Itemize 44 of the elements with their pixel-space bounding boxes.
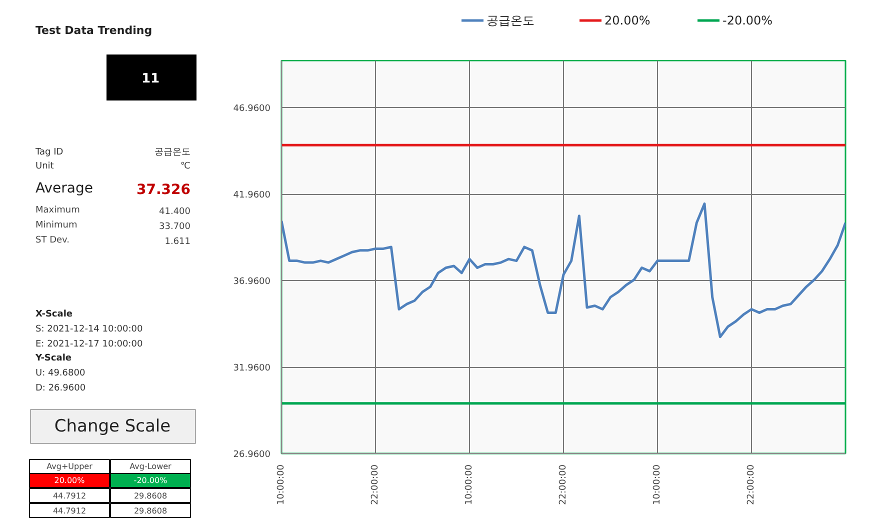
text: -20.00% xyxy=(134,476,168,485)
y-tick-label: 41.9600 xyxy=(233,190,271,201)
text: X-Scale xyxy=(36,310,73,320)
text: 20.00% xyxy=(54,476,86,485)
legend-label: 20.00% xyxy=(604,14,650,28)
text: 1.611 xyxy=(164,237,190,247)
text: Maximum xyxy=(36,206,80,216)
text: 41.400 xyxy=(159,207,191,217)
text: ST Dev. xyxy=(36,236,70,246)
y-tick-label: 26.9600 xyxy=(233,450,271,460)
text: D: 26.9600 xyxy=(36,384,86,394)
legend-label: -20.00% xyxy=(722,14,773,28)
text: 33.700 xyxy=(159,222,191,232)
y-tick-label: 46.9600 xyxy=(233,104,271,114)
x-tick-label: 22:00:00 xyxy=(558,464,568,505)
text: 37.326 xyxy=(136,182,191,198)
text: 44.7912 xyxy=(52,492,86,500)
text: 44.7912 xyxy=(52,506,86,516)
y-tick-label: 36.9600 xyxy=(233,277,271,288)
x-tick-label: 10:00:00 xyxy=(464,464,474,505)
line-series xyxy=(282,202,846,338)
text: Minimum xyxy=(36,220,78,230)
text: E: 2021-12-17 10:00:00 xyxy=(36,340,143,350)
text: Avg+Upper xyxy=(46,462,94,471)
text: 공급온도 xyxy=(154,148,190,158)
text: 29.8608 xyxy=(134,506,168,516)
x-tick-label: 22:00:00 xyxy=(370,464,380,505)
text: U: 49.6800 xyxy=(36,368,86,378)
text: Change Scale xyxy=(54,416,171,436)
text: Y-Scale xyxy=(34,354,72,364)
y-tick-label: 31.9600 xyxy=(233,364,271,374)
x-tick-label: 10:00:00 xyxy=(276,464,286,505)
text: Tag ID xyxy=(34,148,64,158)
text: 29.8608 xyxy=(134,492,168,500)
text: S: 2021-12-14 10:00:00 xyxy=(36,324,143,334)
x-tick-label: 10:00:00 xyxy=(652,464,662,505)
text: ℃ xyxy=(180,162,190,172)
text: Average xyxy=(36,180,93,196)
x-tick-label: 22:00:00 xyxy=(746,464,756,505)
text: Unit xyxy=(36,162,54,172)
text: Test Data Trending xyxy=(36,24,152,37)
legend-label: 공급온도 xyxy=(486,14,534,28)
text: 11 xyxy=(141,72,160,86)
text: Avg-Lower xyxy=(130,462,172,471)
